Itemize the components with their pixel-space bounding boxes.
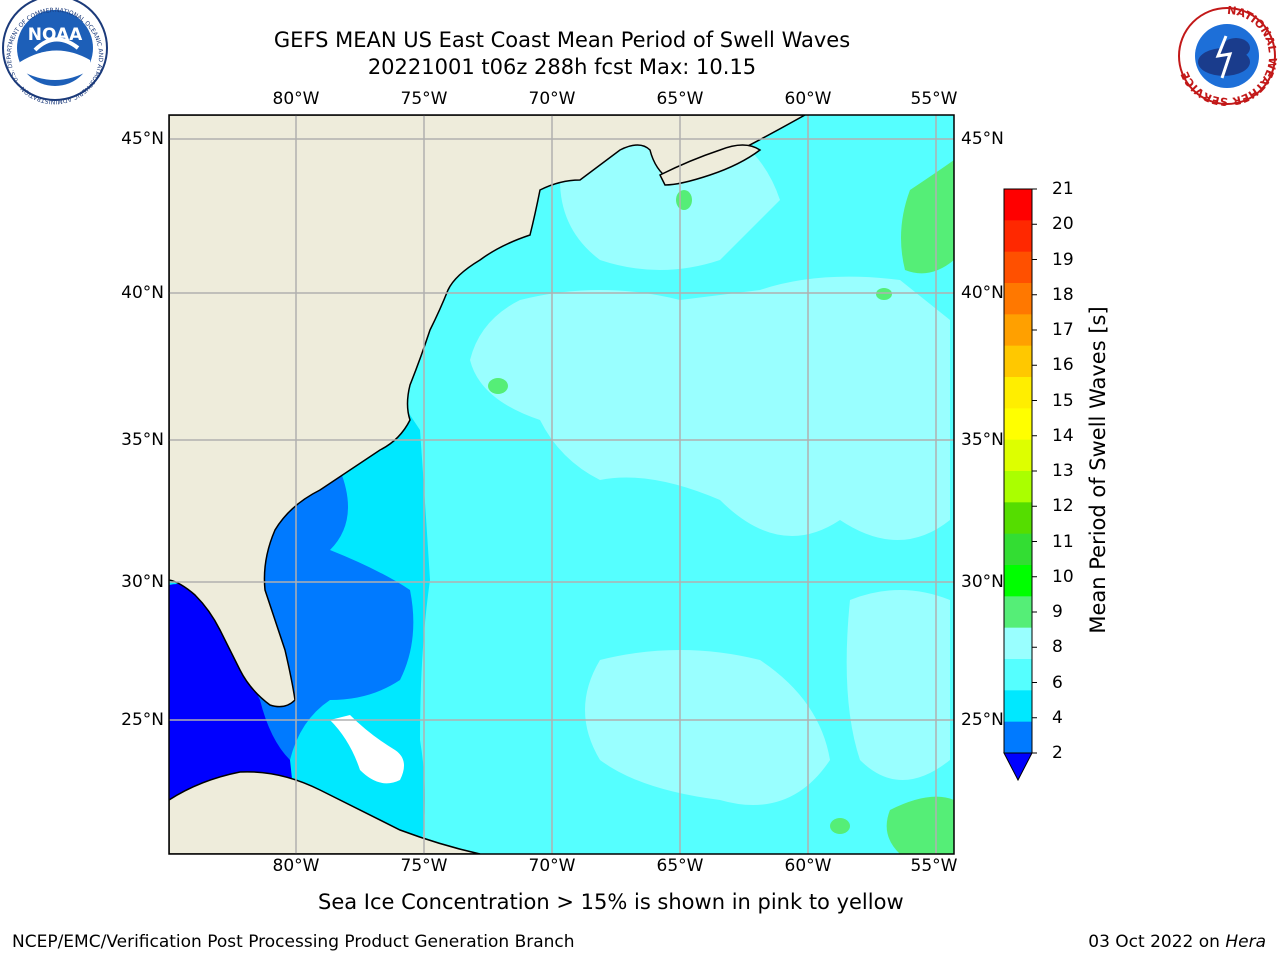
colorbar-segment: [1004, 345, 1032, 378]
colorbar-segment: [1004, 690, 1032, 723]
colorbar: [1003, 188, 1037, 782]
colorbar-tick-label: 17: [1052, 320, 1074, 340]
lat-label-right: 30°N: [961, 572, 1004, 592]
colorbar-tick-label: 12: [1052, 496, 1074, 517]
ocean-period-9-10: [901, 160, 954, 274]
shallow-bank: [330, 715, 404, 784]
lat-label-right: 25°N: [961, 710, 1004, 730]
colorbar-segment: [1004, 314, 1032, 347]
colorbar-segment: [1004, 408, 1032, 441]
lon-label-top: 80°W: [272, 89, 320, 109]
colorbar-segment: [1004, 471, 1032, 503]
colorbar-segment: [1004, 439, 1032, 472]
lat-label-left: 25°N: [121, 710, 164, 730]
lon-label-bottom: 55°W: [910, 856, 958, 876]
sea-ice-note: Sea Ice Concentration > 15% is shown in …: [318, 890, 904, 914]
noaa-logo-text: NOAA: [28, 25, 83, 45]
lat-label-right: 45°N: [961, 129, 1004, 149]
lon-label-bottom: 80°W: [272, 856, 320, 876]
colorbar-tick-label: 4: [1052, 707, 1063, 728]
colorbar-segment: [1004, 596, 1032, 629]
lon-label-top: 75°W: [400, 89, 448, 109]
lat-label-left: 40°N: [121, 283, 164, 303]
colorbar-tick-label: 16: [1052, 355, 1074, 376]
colorbar-tick-label: 11: [1052, 531, 1074, 552]
colorbar-tick-label: 21: [1052, 179, 1074, 199]
colorbar-tick-label: 10: [1052, 566, 1074, 587]
colorbar-tick-label: 15: [1052, 390, 1074, 411]
colorbar-segment: [1004, 251, 1032, 284]
colorbar-tick-label: 2: [1052, 743, 1063, 763]
swell-period-map: [169, 115, 954, 854]
colorbar-segment: [1004, 283, 1032, 315]
lat-label-right: 35°N: [961, 430, 1004, 450]
lon-label-bottom: 65°W: [656, 856, 704, 876]
lat-label-left: 45°N: [121, 129, 164, 149]
colorbar-segment: [1004, 502, 1032, 535]
lon-label-bottom: 60°W: [784, 856, 832, 876]
colorbar-tick-label: 19: [1052, 249, 1074, 270]
lat-label-left: 30°N: [121, 572, 164, 592]
colorbar-segment: [1004, 565, 1032, 597]
lon-label-bottom: 75°W: [400, 856, 448, 876]
lat-label-right: 40°N: [961, 283, 1004, 303]
colorbar-segment: [1004, 533, 1032, 566]
colorbar-segment: [1004, 220, 1032, 253]
colorbar-segment: [1004, 377, 1032, 409]
nws-logo: NATIONAL WEATHER SERVICE: [1178, 4, 1279, 108]
colorbar-tick-label: 13: [1052, 461, 1074, 481]
chart-title: GEFS MEAN US East Coast Mean Period of S…: [273, 28, 851, 52]
colorbar-segment: [1004, 627, 1032, 660]
footer-credit: NCEP/EMC/Verification Post Processing Pr…: [12, 932, 575, 952]
colorbar-tick-label: 6: [1052, 672, 1063, 693]
footer-host: Hera: [1225, 932, 1266, 952]
colorbar-tick-label: 8: [1052, 637, 1063, 658]
chart-subtitle: 20221001 t06z 288h fcst Max: 10.15: [367, 55, 757, 79]
gridlines: [169, 115, 954, 854]
lon-label-bottom: 70°W: [528, 856, 576, 876]
colorbar-tick-label: 20: [1052, 214, 1074, 235]
nova-scotia-land: [658, 144, 762, 186]
lon-label-top: 70°W: [528, 89, 576, 109]
map-frame: [168, 114, 955, 855]
lon-label-top: 65°W: [656, 89, 704, 109]
ocean-period-8-9: [470, 276, 950, 540]
cuba-land: [169, 771, 481, 854]
colorbar-extend-arrow: [1003, 752, 1033, 782]
ocean-period-8-9-east: [846, 590, 950, 780]
north-america-land: [169, 115, 807, 708]
lon-label-top: 55°W: [910, 89, 958, 109]
colorbar-segment: [1004, 721, 1032, 754]
colorbar-tick-label: 18: [1052, 284, 1074, 305]
footer-date: 03 Oct 2022 on Hera: [1088, 932, 1266, 952]
colorbar-tick-label: 14: [1052, 425, 1074, 446]
colorbar-title: Mean Period of Swell Waves [s]: [1086, 306, 1110, 634]
colorbar-tick-label: 9: [1052, 602, 1063, 622]
ocean-period-8-9-south: [585, 650, 830, 805]
colorbar-segment: [1004, 659, 1032, 691]
colorbar-segment: [1004, 189, 1032, 221]
lat-label-left: 35°N: [121, 430, 164, 450]
lon-label-top: 60°W: [784, 89, 832, 109]
footer-date-text: 03 Oct 2022 on: [1088, 932, 1226, 952]
noaa-logo: NOAA NATIONAL OCEANIC AND ATMOSPHERIC AD…: [0, 0, 108, 105]
